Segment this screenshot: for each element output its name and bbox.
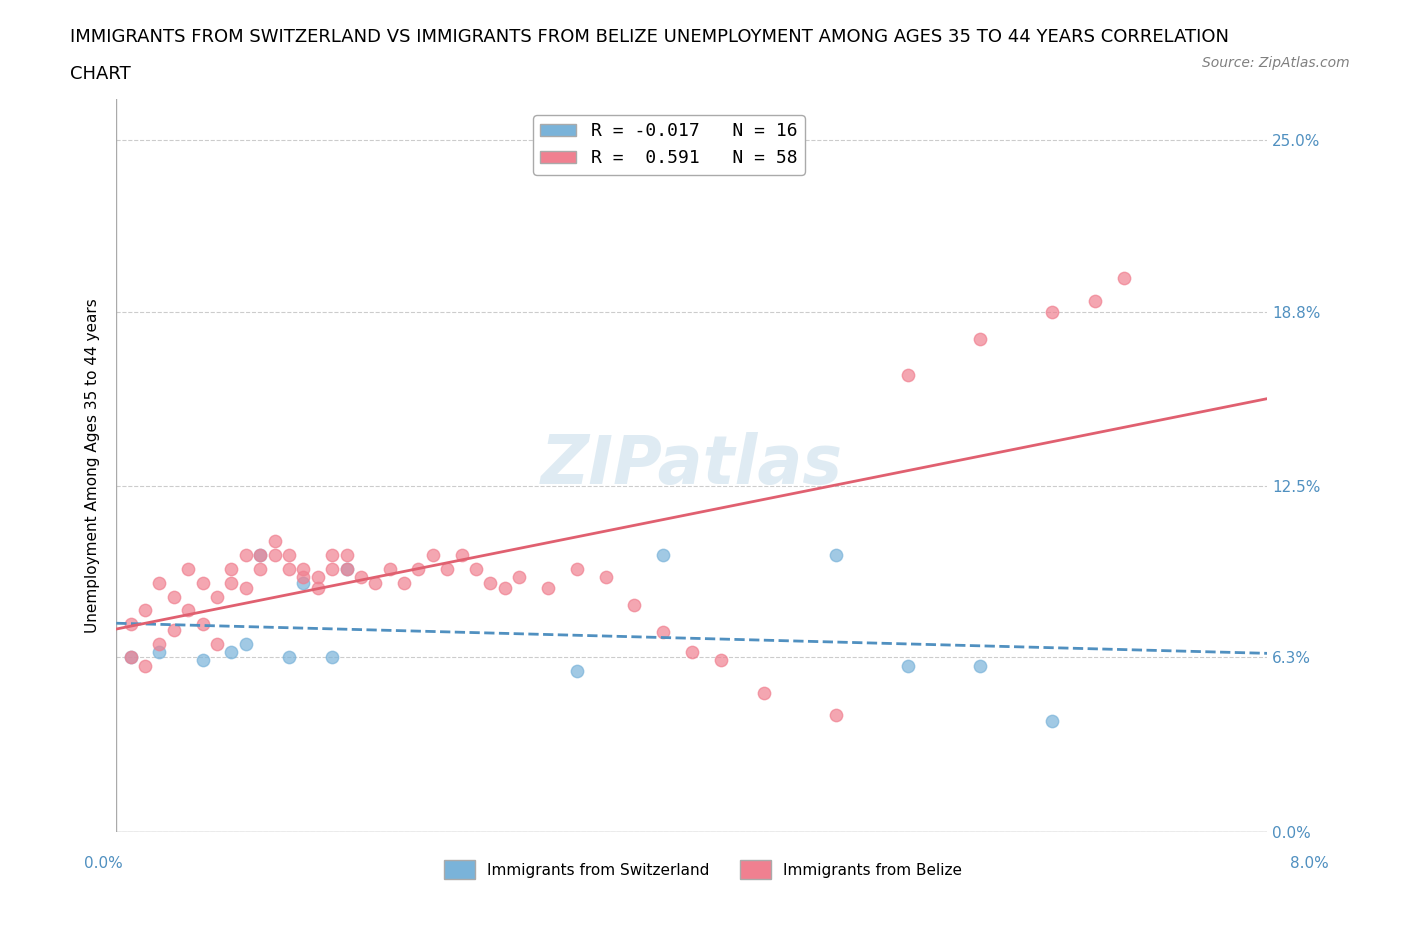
Point — [278, 650, 301, 665]
Point — [148, 576, 170, 591]
Point — [307, 570, 329, 585]
Point — [177, 603, 200, 618]
Point — [148, 636, 170, 651]
Point — [752, 686, 775, 701]
Point — [494, 580, 516, 595]
Point — [408, 562, 430, 577]
Point — [450, 548, 472, 563]
Point — [824, 548, 846, 563]
Point — [350, 570, 373, 585]
Point — [335, 562, 357, 577]
Point — [897, 368, 920, 383]
Point — [249, 548, 271, 563]
Point — [364, 576, 387, 591]
Point — [465, 562, 488, 577]
Point — [278, 548, 301, 563]
Point — [292, 570, 315, 585]
Point — [163, 622, 186, 637]
Point — [221, 644, 243, 659]
Legend: Immigrants from Switzerland, Immigrants from Belize: Immigrants from Switzerland, Immigrants … — [439, 855, 967, 885]
Point — [205, 636, 228, 651]
Point — [824, 708, 846, 723]
Point — [292, 576, 315, 591]
Point — [134, 603, 156, 618]
Point — [191, 653, 214, 668]
Point — [479, 576, 502, 591]
Point — [1040, 304, 1063, 319]
Point — [134, 658, 156, 673]
Text: CHART: CHART — [70, 65, 131, 83]
Point — [235, 548, 257, 563]
Point — [177, 562, 200, 577]
Text: Source: ZipAtlas.com: Source: ZipAtlas.com — [1202, 56, 1350, 70]
Point — [205, 589, 228, 604]
Point — [321, 650, 343, 665]
Text: IMMIGRANTS FROM SWITZERLAND VS IMMIGRANTS FROM BELIZE UNEMPLOYMENT AMONG AGES 35: IMMIGRANTS FROM SWITZERLAND VS IMMIGRANT… — [70, 28, 1229, 46]
Text: 8.0%: 8.0% — [1289, 856, 1329, 870]
Point — [278, 562, 301, 577]
Point — [508, 570, 530, 585]
Point — [595, 570, 617, 585]
Point — [163, 589, 186, 604]
Point — [681, 644, 703, 659]
Point — [221, 562, 243, 577]
Point — [263, 534, 285, 549]
Point — [565, 664, 588, 679]
Point — [235, 580, 257, 595]
Point — [1112, 271, 1135, 286]
Point — [235, 636, 257, 651]
Point — [263, 548, 285, 563]
Point — [623, 597, 645, 612]
Point — [378, 562, 401, 577]
Point — [249, 562, 271, 577]
Point — [120, 650, 142, 665]
Point — [652, 625, 675, 640]
Point — [436, 562, 458, 577]
Point — [221, 576, 243, 591]
Point — [1040, 713, 1063, 728]
Point — [565, 562, 588, 577]
Point — [652, 548, 675, 563]
Point — [321, 562, 343, 577]
Point — [897, 658, 920, 673]
Point — [422, 548, 444, 563]
Point — [969, 332, 991, 347]
Point — [335, 548, 357, 563]
Point — [537, 580, 560, 595]
Point — [969, 658, 991, 673]
Point — [292, 562, 315, 577]
Text: 0.0%: 0.0% — [84, 856, 124, 870]
Point — [249, 548, 271, 563]
Point — [191, 617, 214, 631]
Point — [321, 548, 343, 563]
Point — [392, 576, 415, 591]
Y-axis label: Unemployment Among Ages 35 to 44 years: Unemployment Among Ages 35 to 44 years — [86, 298, 100, 632]
Point — [148, 644, 170, 659]
Point — [120, 617, 142, 631]
Point — [335, 562, 357, 577]
Point — [307, 580, 329, 595]
Point — [1084, 293, 1107, 308]
Text: ZIPatlas: ZIPatlas — [541, 432, 842, 498]
Point — [710, 653, 733, 668]
Legend: R = -0.017   N = 16, R =  0.591   N = 58: R = -0.017 N = 16, R = 0.591 N = 58 — [533, 115, 804, 175]
Point — [120, 650, 142, 665]
Point — [191, 576, 214, 591]
